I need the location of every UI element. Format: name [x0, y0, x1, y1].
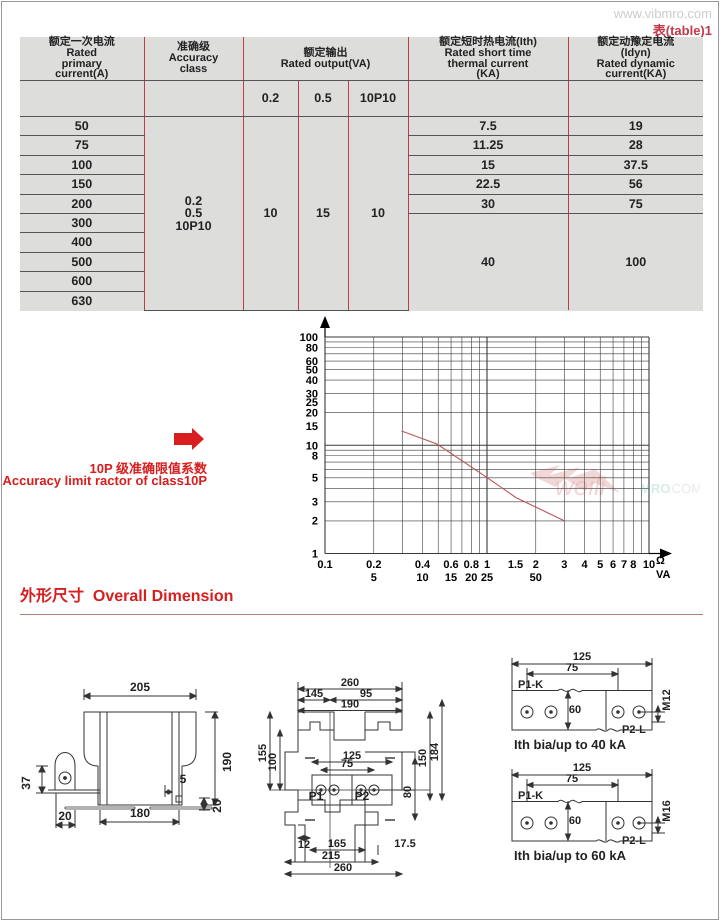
svg-text:Ith bia/up to 40 kA: Ith bia/up to 40 kA [514, 737, 627, 752]
svg-text:P2-L: P2-L [622, 724, 646, 736]
svg-text:75: 75 [566, 662, 578, 674]
svg-text:75: 75 [566, 773, 578, 785]
svg-text:M12: M12 [661, 689, 673, 710]
svg-text:P1-K: P1-K [518, 679, 543, 691]
svg-text:Ith bia/up to 60 kA: Ith bia/up to 60 kA [514, 848, 627, 863]
svg-text:60: 60 [569, 815, 581, 827]
svg-text:M16: M16 [661, 800, 673, 821]
svg-text:P1-K: P1-K [518, 790, 543, 802]
svg-text:60: 60 [569, 704, 581, 716]
svg-text:P2-L: P2-L [622, 835, 646, 847]
